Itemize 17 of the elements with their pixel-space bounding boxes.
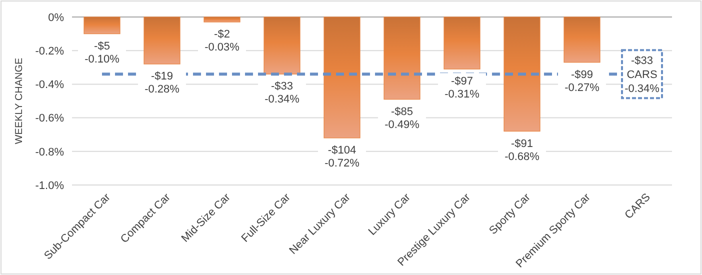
data-label: -$97 -0.31% <box>444 76 480 101</box>
data-label: -$91 -0.68% <box>504 138 540 163</box>
y-tick-label: -0.4% <box>35 79 64 92</box>
y-tick-label: -0.6% <box>35 112 64 125</box>
data-label: -$85 -0.49% <box>384 106 420 131</box>
y-tick-label: -0.8% <box>35 146 64 158</box>
data-label: -$2 -0.03% <box>204 28 240 54</box>
data-label: -$104 -0.72% <box>324 144 360 170</box>
data-label: -$5 -0.10% <box>84 40 120 66</box>
y-tick-label: -1.0% <box>35 180 64 192</box>
ref-line-label: -$33 CARS -0.34% <box>624 55 660 96</box>
y-axis-title: WEEKLY CHANGE <box>14 58 25 144</box>
data-label: -$99 -0.27% <box>564 68 600 94</box>
y-tick-label: -0.2% <box>35 45 64 58</box>
data-label: -$33 -0.34% <box>264 80 300 106</box>
data-label: -$19 -0.28% <box>144 70 180 96</box>
y-tick-label: 0% <box>48 12 64 24</box>
